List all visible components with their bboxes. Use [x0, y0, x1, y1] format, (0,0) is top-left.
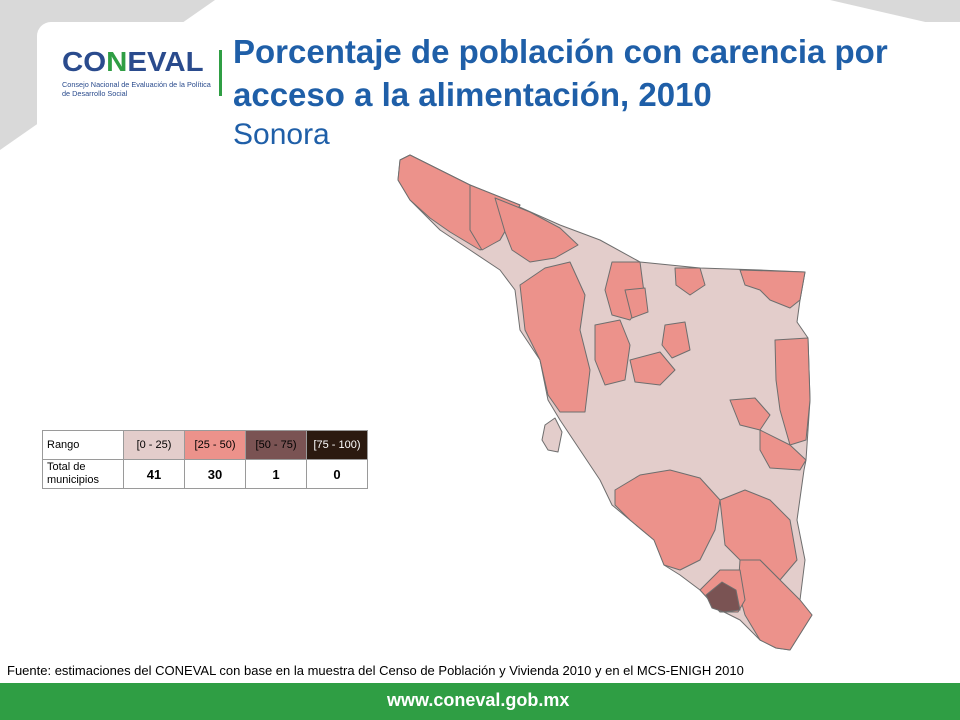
footer-bar: www.coneval.gob.mx [0, 683, 960, 720]
municipality-north-3 [674, 267, 706, 296]
municipality-south-3 [737, 559, 813, 651]
municipality-east-1 [774, 337, 811, 446]
municipality-dark-1 [705, 581, 741, 613]
title-accent-bar [219, 50, 222, 96]
legend-swatch-0: [0 - 25) [123, 430, 185, 460]
page-title: Porcentaje de población con carencia por… [233, 33, 888, 113]
municipality-ne-1 [739, 269, 806, 309]
municipality-central-1 [661, 321, 691, 359]
logo-subtitle: Consejo Nacional de Evaluación de la Pol… [62, 80, 211, 98]
legend-count-2: 1 [245, 459, 307, 489]
source-note: Fuente: estimaciones del CONEVAL con bas… [7, 663, 744, 678]
legend-table: Rango [0 - 25) [25 - 50) [50 - 75) [75 -… [42, 430, 368, 489]
municipality-west-1 [519, 261, 591, 413]
legend-swatch-3: [75 - 100) [306, 430, 368, 460]
island-tiburon [541, 417, 563, 453]
legend-row-range: Rango [0 - 25) [25 - 50) [50 - 75) [75 -… [42, 430, 368, 460]
coneval-logo: CONEVAL Consejo Nacional de Evaluación d… [60, 46, 211, 108]
legend-swatch-2: [50 - 75) [245, 430, 307, 460]
logo-wordmark: CONEVAL [62, 46, 204, 77]
municipality-south-2 [719, 489, 798, 581]
municipality-west-2 [594, 319, 631, 386]
municipality-south-1 [614, 469, 721, 571]
legend-swatch-1: [25 - 50) [184, 430, 246, 460]
municipality-central-2 [629, 351, 676, 386]
municipality-east-3 [759, 429, 807, 471]
legend-row-label-range: Rango [42, 430, 124, 460]
municipality-nw-3 [494, 197, 579, 263]
legend-row-count: Total de municipios 41 30 1 0 [42, 459, 368, 489]
page-subtitle: Sonora [233, 118, 330, 151]
municipality-nw-2 [469, 184, 521, 251]
legend-row-label-count: Total de municipios [42, 459, 124, 489]
legend-count-3: 0 [306, 459, 368, 489]
municipality-north-2 [624, 287, 649, 319]
footer-url: www.coneval.gob.mx [387, 690, 570, 710]
municipality-east-2 [729, 397, 771, 431]
legend-count-1: 30 [184, 459, 246, 489]
legend-count-0: 41 [123, 459, 185, 489]
